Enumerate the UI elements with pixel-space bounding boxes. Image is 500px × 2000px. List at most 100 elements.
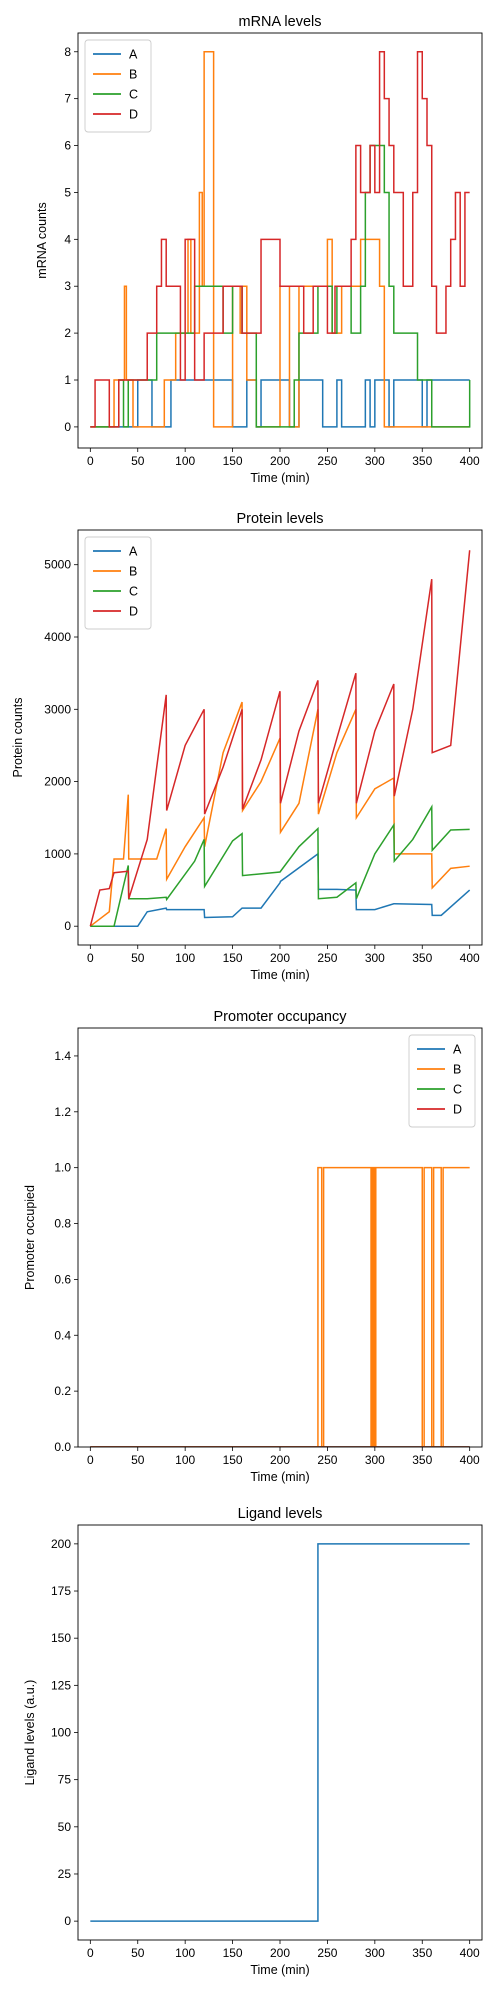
x-tick-label: 150	[223, 1946, 243, 1960]
y-tick-label: 5000	[44, 558, 71, 572]
x-tick-label: 150	[223, 454, 243, 468]
y-tick-label: 6	[64, 139, 71, 153]
y-tick-label: 0.4	[54, 1328, 71, 1342]
x-tick-label: 200	[270, 1946, 290, 1960]
y-axis-label: Promoter occupied	[23, 1185, 37, 1290]
y-tick-label: 3	[64, 279, 71, 293]
y-tick-label: 0.6	[54, 1272, 71, 1286]
y-tick-label: 1	[64, 373, 71, 387]
x-tick-label: 0	[87, 454, 94, 468]
legend-label-b: B	[129, 68, 137, 82]
x-tick-label: 50	[131, 1453, 145, 1467]
y-axis-label: Ligand levels (a.u.)	[23, 1680, 37, 1786]
x-tick-label: 300	[365, 951, 385, 965]
legend-label-a: A	[453, 1043, 462, 1057]
legend-label-c: C	[129, 585, 138, 599]
series-line-c	[90, 144, 471, 428]
legend-label-c: C	[129, 88, 138, 102]
promoter-occupancy-chart: 0 50 100 150 200 250 300 350 400 0.0 0.2 0.4 0.6 0.8 1…	[23, 1009, 483, 1484]
x-tick-label: 200	[270, 454, 290, 468]
x-tick-label: 250	[317, 454, 337, 468]
legend-frame	[84, 39, 152, 133]
chart-title: Promoter occupancy	[214, 1009, 348, 1025]
x-tick-label: 400	[460, 951, 480, 965]
x-tick-label: 300	[365, 1946, 385, 1960]
y-tick-label: 1000	[44, 847, 71, 861]
x-axis-label: Time (min)	[250, 1963, 309, 1977]
x-tick-label: 0	[87, 1453, 94, 1467]
legend-label-a: A	[129, 545, 138, 559]
y-tick-label: 2000	[44, 775, 71, 789]
y-tick-label: 7	[64, 92, 71, 106]
y-tick-label: 0	[64, 420, 71, 434]
series-line-a	[90, 852, 471, 927]
y-tick-label: 5	[64, 185, 71, 199]
series-line-0	[90, 1543, 470, 1922]
x-tick-label: 350	[412, 454, 432, 468]
series-line-d	[89, 550, 471, 927]
x-tick-label: 300	[365, 1453, 385, 1467]
x-tick-label: 400	[460, 1453, 480, 1467]
y-tick-label: 125	[51, 1678, 71, 1692]
x-tick-label: 150	[223, 951, 243, 965]
y-tick-label: 3000	[44, 702, 71, 716]
x-tick-label: 50	[131, 951, 145, 965]
y-tick-label: 0	[64, 919, 71, 933]
x-tick-label: 400	[460, 454, 480, 468]
y-tick-label: 1.2	[54, 1105, 71, 1119]
y-tick-label: 75	[58, 1773, 72, 1787]
x-tick-label: 0	[87, 951, 94, 965]
x-tick-label: 250	[317, 1453, 337, 1467]
y-tick-label: 150	[51, 1631, 71, 1645]
x-axis-label: Time (min)	[250, 1470, 309, 1484]
legend-frame	[408, 1034, 476, 1128]
x-tick-label: 100	[175, 951, 195, 965]
series-line-d	[90, 51, 470, 428]
x-tick-label: 200	[270, 1453, 290, 1467]
plot-area	[90, 1166, 470, 1447]
plot-area	[90, 51, 471, 428]
y-tick-label: 0.0	[54, 1440, 71, 1454]
x-tick-label: 250	[317, 951, 337, 965]
legend-label-d: D	[453, 1103, 462, 1117]
y-tick-label: 4	[64, 232, 71, 246]
x-axis-label: Time (min)	[250, 968, 309, 982]
y-tick-label: 100	[51, 1726, 71, 1740]
ligand-levels-chart: 0 50 100 150 200 250 300 350 400 0 25 50 75 100 125 150…	[23, 1506, 483, 1977]
y-axis-label: Protein counts	[11, 698, 25, 778]
series-line-c	[90, 804, 470, 927]
x-tick-label: 250	[317, 1946, 337, 1960]
y-tick-label: 50	[58, 1820, 72, 1834]
chart-title: Protein levels	[236, 511, 323, 527]
x-tick-label: 0	[87, 1946, 94, 1960]
legend-label-b: B	[453, 1063, 461, 1077]
y-tick-label: 0	[64, 1914, 71, 1928]
y-tick-label: 25	[58, 1867, 72, 1881]
axes-frame	[77, 1524, 483, 1941]
y-tick-label: 200	[51, 1537, 71, 1551]
y-tick-label: 8	[64, 45, 71, 59]
chart-title: Ligand levels	[238, 1506, 323, 1522]
legend-label-d: D	[129, 108, 138, 122]
legend-label-b: B	[129, 565, 137, 579]
mrna-levels-chart: 0 50 100 150 200 250 300 350 400 0 1 2 3 4 5 6 7 8 mRNA le…	[35, 14, 483, 485]
x-tick-label: 100	[175, 454, 195, 468]
x-tick-label: 350	[412, 1946, 432, 1960]
y-tick-label: 1.4	[54, 1049, 71, 1063]
x-axis-label: Time (min)	[250, 471, 309, 485]
protein-levels-chart: 0 50 100 150 200 250 300 350 4000100020003000400…	[11, 511, 483, 982]
x-tick-label: 350	[412, 1453, 432, 1467]
series-line-b	[90, 1166, 470, 1447]
legend-label-a: A	[129, 48, 138, 62]
x-tick-label: 50	[131, 454, 145, 468]
y-tick-label: 175	[51, 1584, 71, 1598]
legend-label-d: D	[129, 605, 138, 619]
y-tick-label: 0.8	[54, 1217, 71, 1231]
x-tick-label: 400	[460, 1946, 480, 1960]
legend-label-c: C	[453, 1083, 462, 1097]
y-tick-label: 1.0	[54, 1161, 71, 1175]
